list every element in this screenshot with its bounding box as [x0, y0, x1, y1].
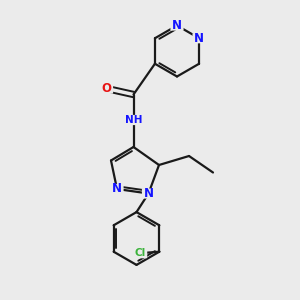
FancyBboxPatch shape [193, 33, 206, 43]
Text: N: N [172, 19, 182, 32]
Text: N: N [143, 187, 154, 200]
FancyBboxPatch shape [133, 248, 147, 258]
FancyBboxPatch shape [110, 184, 124, 194]
FancyBboxPatch shape [125, 115, 142, 125]
Text: NH: NH [125, 115, 142, 125]
Text: N: N [194, 32, 204, 45]
FancyBboxPatch shape [100, 83, 113, 94]
FancyBboxPatch shape [142, 188, 155, 199]
FancyBboxPatch shape [170, 20, 184, 31]
Text: O: O [101, 82, 112, 95]
Text: Cl: Cl [134, 248, 146, 258]
Text: N: N [112, 182, 122, 196]
